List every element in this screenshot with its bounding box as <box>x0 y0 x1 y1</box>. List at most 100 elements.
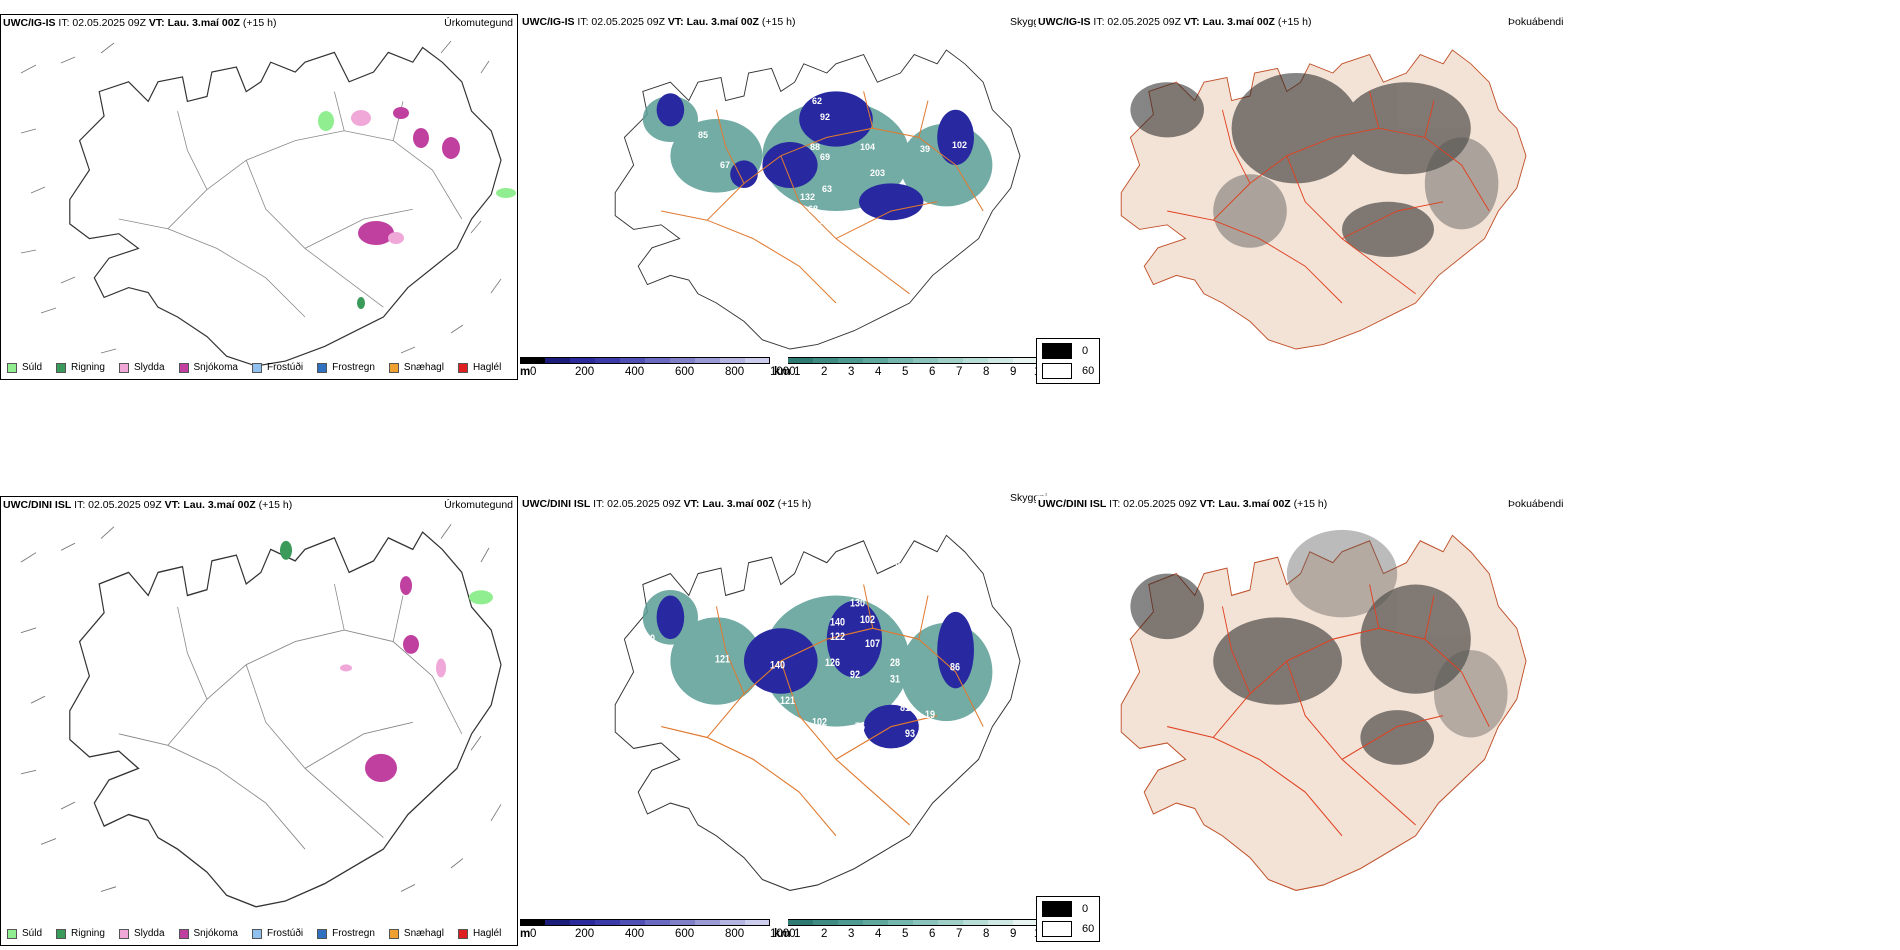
vis-label: 104 <box>700 200 715 210</box>
legend-label: Rigning <box>71 362 105 373</box>
legend-label: Súld <box>22 362 43 373</box>
legend-item: Snæhagl <box>388 928 444 939</box>
legend-label: Haglél <box>472 362 502 373</box>
lead-time: (+15 h) <box>1293 498 1328 510</box>
legend-label: Súld <box>22 928 43 939</box>
m-ticks: 0 200 400 600 800 1000 <box>530 366 796 378</box>
lead-time: (+15 h) <box>761 16 796 28</box>
vis-label: 290 <box>640 634 655 646</box>
vis-label: 181 <box>820 216 835 226</box>
vis-label: 121 <box>780 695 795 707</box>
precip-type-panel-top: UWC/IG-IS IT: 02.05.2025 09Z VT: Lau. 3.… <box>0 14 518 380</box>
legend-swatch <box>178 928 189 939</box>
m-ticks: 0 200 400 600 800 1000 <box>530 928 796 940</box>
vis-label: 28 <box>890 657 900 669</box>
valid-time: Lau. 3.maí 00Z <box>1202 16 1275 28</box>
visibility-panel-top: UWC/IG-IS IT: 02.05.2025 09Z VT: Lau. 3.… <box>520 14 1047 380</box>
vis-label: 104 <box>860 142 875 152</box>
fog-swatch <box>1042 343 1072 359</box>
valid-time-label: VT: <box>164 499 181 511</box>
vis-label: 76 <box>890 558 900 570</box>
vis-label: 92 <box>850 669 860 681</box>
model-name: UWC/IG-IS <box>1038 16 1091 28</box>
vis-label: 67 <box>720 160 730 170</box>
valid-time-label: VT: <box>667 16 684 28</box>
model-name: UWC/DINI ISL <box>3 499 72 511</box>
vis-label: 116 <box>620 98 635 108</box>
vis-label: 67 <box>838 740 848 752</box>
legend-item: Frostúði <box>251 928 304 939</box>
fog-label: 0 <box>1082 345 1089 357</box>
legend-label: Slydda <box>133 928 165 939</box>
fog-legend: 0 60 <box>1036 896 1101 942</box>
vis-label: 132 <box>800 192 815 202</box>
vis-label: 203 <box>870 168 885 178</box>
init-time: IT: 02.05.2025 09Z <box>1093 16 1181 28</box>
visibility-map: 116 82 62 92 113 85 67 88 104 39 102 143… <box>614 49 1021 350</box>
legend-item: Snjókoma <box>178 362 238 373</box>
fog-swatch <box>1042 921 1072 937</box>
legend-item: Frostregn <box>317 928 375 939</box>
precip-type-map <box>20 524 502 908</box>
legend-swatch <box>56 928 67 939</box>
valid-time: Lau. 3.maí 00Z <box>183 499 256 511</box>
visibility-panel-bottom: UWC/DINI ISL IT: 02.05.2025 09Z VT: Lau.… <box>520 492 1047 946</box>
legend-label: Frostúði <box>266 928 304 939</box>
vis-label: 31 <box>890 674 900 686</box>
legend-label: Rigning <box>71 928 105 939</box>
vis-label: 62 <box>812 96 822 106</box>
vis-label: 92 <box>820 112 830 122</box>
vis-label: 140 <box>830 617 845 629</box>
panel-header: UWC/IG-IS IT: 02.05.2025 09Z VT: Lau. 3.… <box>522 16 795 28</box>
panel-header: UWC/IG-IS IT: 02.05.2025 09Z VT: Lau. 3.… <box>3 17 276 29</box>
legend-item: Slydda <box>118 362 165 373</box>
fog-panel-bottom: UWC/DINI ISL IT: 02.05.2025 09Z VT: Lau.… <box>1036 496 1900 946</box>
init-time: IT: 02.05.2025 09Z <box>58 17 146 29</box>
fog-map <box>1120 49 1527 350</box>
fog-label: 60 <box>1082 923 1095 935</box>
legend-swatch <box>388 928 399 939</box>
vis-label: 159 <box>795 236 810 246</box>
fog-legend: 0 60 <box>1036 338 1101 384</box>
legend-item: Snæhagl <box>388 362 444 373</box>
vis-label: 81 <box>900 702 910 714</box>
model-name: UWC/DINI ISL <box>1038 498 1107 510</box>
legend-swatch <box>317 928 328 939</box>
legend-swatch <box>7 362 17 373</box>
vis-label: 143 <box>750 188 765 198</box>
vis-label: 102 <box>812 717 827 729</box>
vis-label: 88 <box>810 142 820 152</box>
visibility-m-colorbar <box>520 919 770 926</box>
vis-label: 85 <box>698 130 708 140</box>
vis-label: 70 <box>770 216 780 226</box>
precip-type-panel-bottom: UWC/DINI ISL IT: 02.05.2025 09Z VT: Lau.… <box>0 496 518 946</box>
vis-label: 28 <box>860 757 870 769</box>
vis-label: 82 <box>730 106 740 116</box>
legend-item: Rigning <box>56 928 105 939</box>
fog-swatch <box>1042 363 1072 379</box>
vis-label: 113 <box>880 104 895 114</box>
vis-label: 158 <box>650 184 665 194</box>
legend-item: Súld <box>7 362 42 373</box>
legend-swatch <box>178 362 189 373</box>
precip-legend: Súld Rigning Slydda Snjókoma Frostúði Fr… <box>7 928 515 939</box>
fog-map <box>1120 529 1527 891</box>
panel-title: Úrkomutegund <box>444 17 513 29</box>
legend-swatch <box>118 928 129 939</box>
precip-areas <box>280 540 493 783</box>
m-unit: m <box>520 928 531 940</box>
vis-label: 140 <box>770 660 785 672</box>
vis-label: 68 <box>808 204 818 214</box>
legend-item: Rigning <box>56 362 105 373</box>
panel-header: UWC/IG-IS IT: 02.05.2025 09Z VT: Lau. 3.… <box>1038 16 1311 28</box>
vis-label: 69 <box>910 226 920 236</box>
vis-label: 39 <box>920 144 930 154</box>
vis-label: 19 <box>925 710 935 722</box>
visibility-m-colorbar <box>520 357 770 364</box>
model-name: UWC/IG-IS <box>522 16 575 28</box>
vis-label: 86 <box>950 662 960 674</box>
fog-legend-item: 60 <box>1042 363 1094 379</box>
fog-legend-item: 0 <box>1042 343 1094 359</box>
vis-label: 126 <box>825 657 840 669</box>
panel-title: Þokuábendi <box>1508 16 1564 28</box>
